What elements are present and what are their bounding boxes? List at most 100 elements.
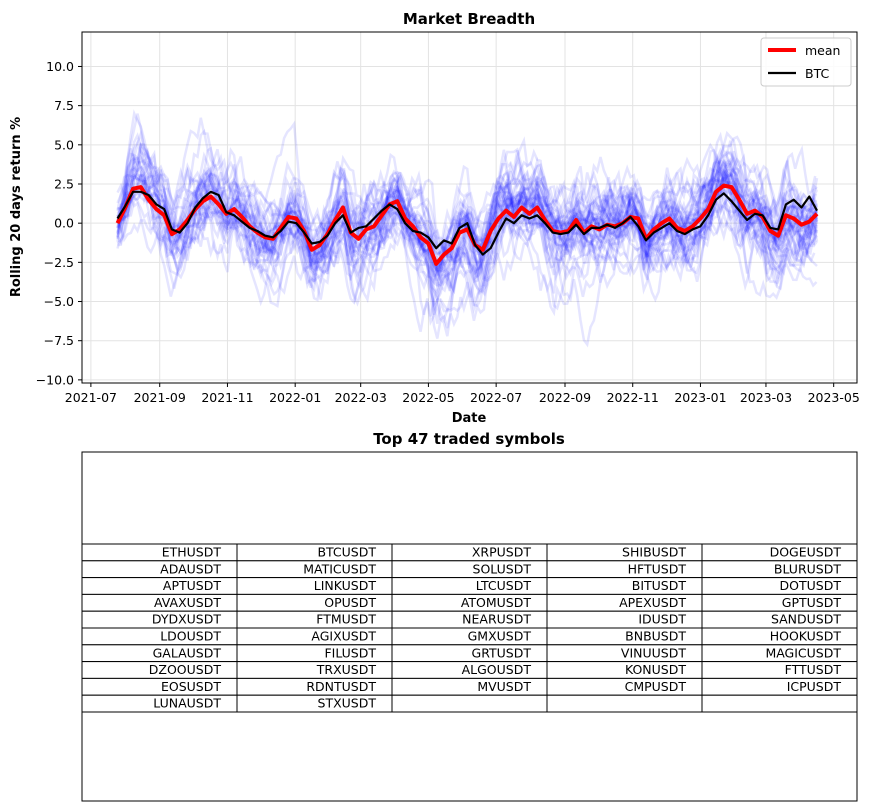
background-series-line bbox=[405, 144, 817, 303]
table-cell-text: HOOKUSDT bbox=[770, 629, 842, 644]
background-series-line bbox=[116, 164, 819, 324]
background-series-line bbox=[158, 154, 818, 280]
table-cell-text: IDUSDT bbox=[638, 612, 686, 627]
table-cell-text: MAGICUSDT bbox=[765, 645, 841, 660]
background-series-line bbox=[116, 142, 818, 307]
background-series-line bbox=[116, 128, 819, 339]
x-tick-label: 2022-11 bbox=[607, 390, 659, 405]
background-series-line bbox=[290, 171, 815, 264]
background-series-line bbox=[116, 139, 819, 308]
chart-title: Market Breadth bbox=[403, 10, 535, 28]
table-cell-text: ALGOUSDT bbox=[462, 662, 532, 677]
table-title: Top 47 traded symbols bbox=[373, 430, 565, 448]
table-cell-text: LDOUSDT bbox=[160, 629, 221, 644]
main-series-group bbox=[115, 183, 819, 266]
line-chart: Market Breadth 2021-07 2021-09 2021-11 2022… bbox=[9, 10, 860, 426]
table-cell-text: DZOOUSDT bbox=[149, 662, 222, 677]
table-cells: ETHUSDT BTCUSDT XRPUSDT SHIBUSDT DOGEUSDT ADA… bbox=[81, 543, 858, 713]
table-cell-text: APEXUSDT bbox=[619, 595, 686, 610]
table-cell-text: ICPUSDT bbox=[787, 679, 842, 694]
table-cell-text: MATICUSDT bbox=[303, 561, 376, 576]
table-cell-text: BTCUSDT bbox=[317, 545, 376, 560]
y-tick-label: 2.5 bbox=[54, 176, 74, 191]
table-cell-text: CMPUSDT bbox=[625, 679, 687, 694]
table-cell-text: MVUSDT bbox=[477, 679, 531, 694]
table-cell-text: FTTUSDT bbox=[785, 662, 842, 677]
table-cell-text: AVAXUSDT bbox=[154, 595, 221, 610]
x-axis-label: Date bbox=[452, 411, 487, 426]
table-cell-text: ETHUSDT bbox=[162, 545, 222, 560]
y-tick-label: 10.0 bbox=[46, 59, 74, 74]
series-line-mean bbox=[115, 183, 819, 266]
table-cell-text: DOGEUSDT bbox=[770, 545, 842, 560]
table-cell-text: DOTUSDT bbox=[780, 578, 842, 593]
grid bbox=[82, 32, 857, 383]
background-series-line bbox=[416, 182, 817, 295]
background-series-line bbox=[116, 131, 818, 313]
table-cell-text: FTMUSDT bbox=[316, 612, 376, 627]
table-cell-text: GALAUSDT bbox=[153, 645, 222, 660]
legend: mean BTC bbox=[760, 37, 852, 87]
table-cell-text: ATOMUSDT bbox=[461, 595, 532, 610]
table-cell-text: XRPUSDT bbox=[472, 545, 531, 560]
y-tick-label: −5.0 bbox=[44, 294, 74, 309]
table-cell-text: GMXUSDT bbox=[468, 629, 532, 644]
table-cell-text: LINKUSDT bbox=[314, 578, 377, 593]
background-series-line bbox=[117, 171, 819, 273]
background-series-line bbox=[116, 150, 819, 297]
table-cell-text: BNBUSDT bbox=[625, 629, 686, 644]
background-series-line bbox=[116, 113, 819, 288]
legend-label-mean: mean bbox=[805, 43, 840, 58]
y-tick-label: 7.5 bbox=[54, 98, 74, 113]
symbols-table: Top 47 traded symbols ETHUSDT BTCUSDT XRPU… bbox=[81, 430, 858, 802]
table-cell-text: HFTUSDT bbox=[628, 561, 687, 576]
background-series-line bbox=[116, 117, 818, 302]
y-tick-label: 0.0 bbox=[54, 216, 74, 231]
background-series-line bbox=[116, 130, 819, 303]
table-cell-text: STXUSDT bbox=[318, 696, 377, 711]
x-tick-label: 2022-01 bbox=[269, 390, 321, 405]
x-tick-label: 2022-07 bbox=[470, 390, 522, 405]
table-cell-text: EOSUSDT bbox=[161, 679, 221, 694]
table-cell-text: TRXUSDT bbox=[316, 662, 377, 677]
table-cell bbox=[546, 694, 703, 713]
x-tick-label: 2023-05 bbox=[808, 390, 860, 405]
background-series-line bbox=[262, 151, 818, 298]
x-axis-ticks: 2021-07 2021-09 2021-11 2022-01 2022-03 2022-… bbox=[65, 383, 860, 405]
y-tick-label: 5.0 bbox=[54, 137, 74, 152]
x-tick-label: 2021-09 bbox=[134, 390, 186, 405]
plot-frame bbox=[81, 31, 858, 384]
background-series-line bbox=[116, 151, 819, 284]
table-cell-text: FILUSDT bbox=[324, 645, 376, 660]
x-tick-label: 2021-11 bbox=[201, 390, 253, 405]
background-series-line bbox=[116, 160, 818, 273]
table-cell-text: AGIXUSDT bbox=[311, 629, 376, 644]
table-cell-text: DYDXUSDT bbox=[152, 612, 221, 627]
background-series-line bbox=[116, 155, 819, 289]
table-cell-text: BLURUSDT bbox=[774, 561, 841, 576]
background-series-line bbox=[116, 152, 819, 287]
x-tick-label: 2022-09 bbox=[539, 390, 591, 405]
table-cell-text: LUNAUSDT bbox=[153, 696, 221, 711]
table-cell-text: SHIBUSDT bbox=[622, 545, 686, 560]
background-series-line bbox=[240, 158, 816, 308]
table-cell-text: BITUSDT bbox=[632, 578, 687, 593]
table-cell-text: APTUSDT bbox=[163, 578, 221, 593]
background-series-line bbox=[116, 109, 819, 348]
table-cell-text: LTCUSDT bbox=[476, 578, 532, 593]
x-tick-label: 2023-01 bbox=[674, 390, 726, 405]
series-line-btc bbox=[116, 190, 818, 256]
x-tick-label: 2022-05 bbox=[402, 390, 454, 405]
background-series-line bbox=[116, 148, 819, 297]
table-cell-text: SANDUSDT bbox=[771, 612, 841, 627]
table-cell-text: OPUSDT bbox=[324, 595, 376, 610]
background-series-line bbox=[117, 168, 819, 288]
background-series-line bbox=[116, 142, 819, 323]
x-tick-label: 2023-03 bbox=[740, 390, 792, 405]
background-series-line bbox=[116, 159, 819, 294]
x-tick-label: 2022-03 bbox=[335, 390, 387, 405]
y-axis-ticks: −10.0 −7.5 −5.0 −2.5 0.0 2.5 5.0 7.5 10.0 bbox=[36, 59, 82, 387]
table-cell-text: GRTUSDT bbox=[472, 645, 532, 660]
table-cell bbox=[701, 694, 858, 713]
